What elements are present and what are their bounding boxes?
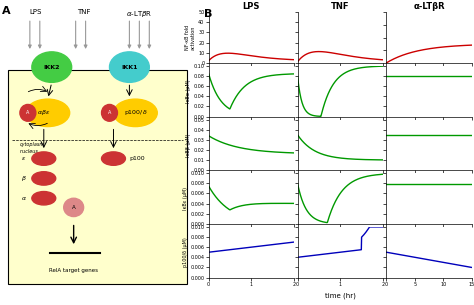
Ellipse shape [32, 172, 56, 185]
Ellipse shape [32, 192, 56, 205]
Text: α-LTβR: α-LTβR [413, 2, 445, 11]
Text: IKK2: IKK2 [44, 65, 60, 70]
Text: $\varepsilon$: $\varepsilon$ [21, 155, 27, 162]
Text: LPS: LPS [243, 2, 260, 11]
Text: TNF: TNF [331, 2, 349, 11]
Text: cytoplasm: cytoplasm [20, 142, 45, 147]
FancyBboxPatch shape [8, 70, 187, 284]
Y-axis label: IκBα (μM): IκBα (μM) [186, 79, 191, 103]
Y-axis label: NF-κB fold
activation: NF-κB fold activation [184, 25, 195, 50]
Text: A: A [108, 110, 111, 115]
Ellipse shape [20, 104, 36, 121]
Text: TNF: TNF [77, 9, 91, 15]
Ellipse shape [26, 99, 70, 127]
Text: $\beta$: $\beta$ [21, 174, 27, 183]
Ellipse shape [113, 99, 157, 127]
Text: nucleus: nucleus [20, 149, 39, 154]
Text: B: B [204, 9, 212, 19]
Text: $\alpha$-LT$\beta$R: $\alpha$-LT$\beta$R [126, 9, 153, 19]
Ellipse shape [101, 104, 118, 121]
Text: A: A [2, 6, 10, 16]
Text: A: A [26, 110, 29, 115]
Text: RelA target genes: RelA target genes [49, 268, 98, 273]
Text: LPS: LPS [30, 9, 42, 15]
Text: $\alpha$: $\alpha$ [21, 195, 27, 202]
Ellipse shape [101, 152, 126, 165]
Text: A: A [72, 205, 75, 210]
Text: $\alpha\beta\varepsilon$: $\alpha\beta\varepsilon$ [37, 108, 50, 117]
Ellipse shape [64, 198, 83, 217]
Text: time (hr): time (hr) [325, 293, 356, 299]
Ellipse shape [32, 52, 72, 82]
Text: p100/$\delta$: p100/$\delta$ [124, 108, 147, 117]
Text: p100: p100 [129, 156, 145, 161]
Y-axis label: IκBβ (μM): IκBβ (μM) [186, 133, 191, 157]
Y-axis label: p100/δ (μM): p100/δ (μM) [182, 237, 188, 267]
Text: IKK1: IKK1 [121, 65, 137, 70]
Ellipse shape [109, 52, 149, 82]
Ellipse shape [32, 152, 56, 165]
Y-axis label: IκBε (μM): IκBε (μM) [182, 187, 188, 210]
